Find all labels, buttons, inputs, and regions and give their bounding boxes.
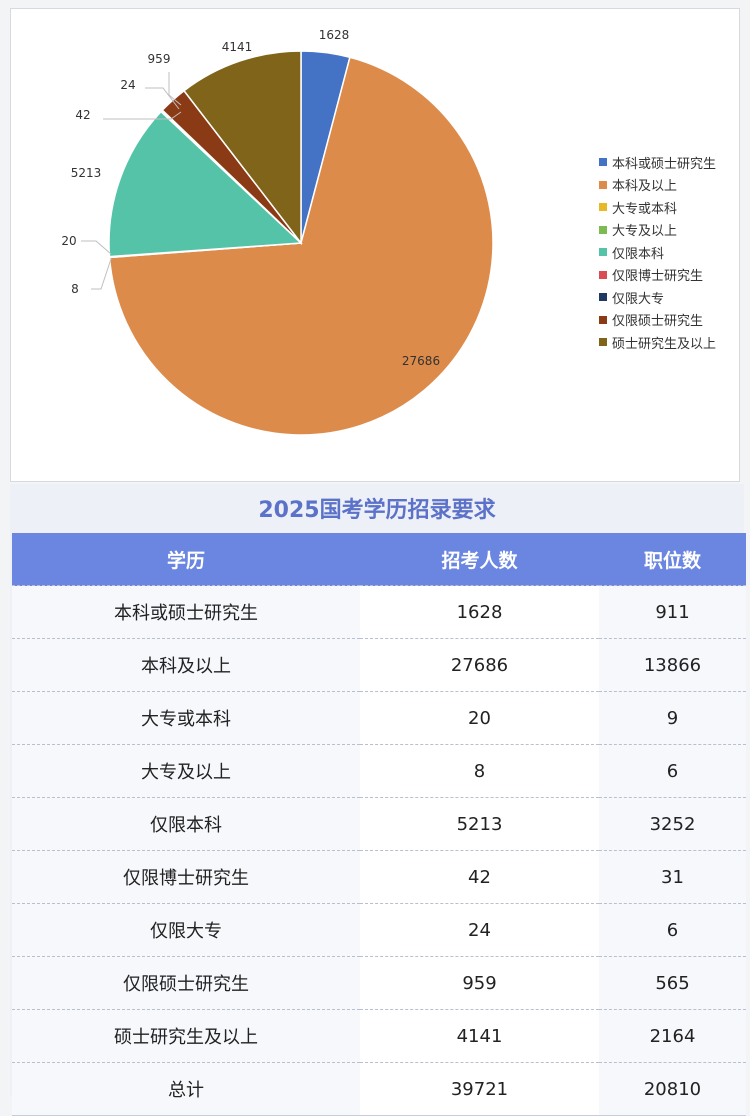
table-row: 本科及以上 27686 13866: [12, 638, 746, 692]
pie-data-label: 959: [148, 52, 171, 66]
cell-education: 硕士研究生及以上: [12, 1009, 360, 1063]
cell-positions: 2164: [599, 1009, 746, 1063]
cell-education: 仅限本科: [12, 797, 360, 851]
legend-swatch: [599, 203, 607, 212]
legend-item: 大专及以上: [599, 219, 716, 242]
leader-line: [103, 111, 182, 120]
pie-chart: 1628 27686 20 8 5213 42 24 959 4141: [61, 28, 494, 436]
cell-recruits: 42: [360, 850, 599, 904]
education-table: 学历 招考人数 职位数 本科或硕士研究生 1628 911 本科及以上 27686 138…: [12, 533, 746, 1116]
chart-legend: 本科或硕士研究生 本科及以上大专或本科大专及以上仅限本科仅限博士研究生 仅限大专仅限…: [599, 151, 716, 354]
legend-item: 仅限博士研究生: [599, 264, 716, 287]
legend-swatch: [599, 225, 607, 234]
legend-swatch: [599, 338, 607, 347]
cell-positions: 3252: [599, 797, 746, 851]
legend-label: 大专或本科: [612, 201, 678, 217]
pie-data-label: 1628: [319, 28, 350, 42]
table-row: 硕士研究生及以上 4141 2164: [12, 1009, 746, 1063]
table-row: 仅限大专 24 6: [12, 903, 746, 957]
cell-education: 本科或硕士研究生: [12, 585, 360, 639]
cell-education: 本科及以上: [12, 638, 360, 692]
cell-recruits: 4141: [360, 1009, 599, 1063]
cell-positions: 6: [599, 744, 746, 798]
table-row: 本科或硕士研究生 1628 911: [12, 585, 746, 639]
header-recruits: 招考人数: [360, 533, 599, 586]
cell-positions: 13866: [599, 638, 746, 692]
legend-swatch: [599, 180, 607, 189]
cell-recruits: 959: [360, 956, 599, 1010]
table-row: 大专或本科 20 9: [12, 691, 746, 745]
cell-positions: 911: [599, 585, 746, 639]
legend-swatch: [599, 270, 607, 279]
cell-positions: 31: [599, 850, 746, 904]
legend-item: 本科及以上: [599, 174, 716, 197]
table-row: 仅限博士研究生 42 31: [12, 850, 746, 904]
legend-item: 仅限大专: [599, 286, 716, 309]
legend-item: 硕士研究生及以上: [599, 331, 716, 354]
table-row: 大专及以上 8 6: [12, 744, 746, 798]
cell-education: 大专及以上: [12, 744, 360, 798]
cell-recruits: 24: [360, 903, 599, 957]
cell-education: 仅限大专: [12, 903, 360, 957]
pie-data-label: 4141: [222, 40, 253, 54]
header-education: 学历: [12, 533, 360, 586]
legend-swatch: [599, 248, 607, 257]
legend-label: 本科或硕士研究生: [612, 156, 717, 172]
legend-label: 硕士研究生及以上: [612, 336, 717, 352]
cell-recruits: 39721: [360, 1062, 599, 1116]
legend-item: 大专或本科: [599, 196, 716, 219]
cell-education: 总计: [12, 1062, 360, 1116]
cell-recruits: 5213: [360, 797, 599, 851]
pie-data-label: 24: [120, 78, 135, 92]
legend-label: 仅限硕士研究生: [612, 314, 704, 330]
pie-chart-panel: 1628 27686 20 8 5213 42 24 959 4141 本科或硕士研究生 本科及以…: [10, 8, 740, 482]
legend-item: 仅限硕士研究生: [599, 309, 716, 332]
pie-data-label: 27686: [402, 354, 440, 368]
pie-data-label: 8: [71, 282, 79, 296]
legend-label: 本科及以上: [612, 179, 678, 195]
table-total-row: 总计 39721 20810: [12, 1062, 746, 1116]
leader-line: [168, 72, 182, 106]
table-row: 仅限硕士研究生 959 565: [12, 956, 746, 1010]
cell-recruits: 8: [360, 744, 599, 798]
cell-education: 仅限硕士研究生: [12, 956, 360, 1010]
education-table-panel: 2025国考学历招录要求 学历 招考人数 职位数 本科或硕士研究生 1628 911…: [10, 484, 746, 1116]
cell-education: 大专或本科: [12, 691, 360, 745]
legend-label: 仅限大专: [612, 291, 665, 307]
leader-line: [81, 240, 112, 255]
pie-data-label: 20: [61, 234, 76, 248]
legend-swatch: [599, 158, 607, 167]
legend-item: 本科或硕士研究生: [599, 151, 716, 174]
cell-positions: 20810: [599, 1062, 746, 1116]
leader-line: [145, 87, 180, 110]
legend-swatch: [599, 293, 607, 302]
legend-item: 仅限本科: [599, 241, 716, 264]
cell-recruits: 20: [360, 691, 599, 745]
leader-line: [91, 258, 112, 290]
pie-slice: [108, 56, 494, 436]
table-header-row: 学历 招考人数 职位数: [12, 533, 746, 586]
table-row: 仅限本科 5213 3252: [12, 797, 746, 851]
header-positions: 职位数: [599, 533, 746, 586]
pie-slice: [108, 110, 303, 258]
cell-positions: 6: [599, 903, 746, 957]
pie-data-label: 5213: [71, 166, 102, 180]
cell-recruits: 27686: [360, 638, 599, 692]
pie-slice: [182, 50, 302, 246]
legend-label: 大专及以上: [612, 224, 678, 240]
legend-label: 仅限博士研究生: [612, 269, 704, 285]
cell-education: 仅限博士研究生: [12, 850, 360, 904]
cell-positions: 9: [599, 691, 746, 745]
legend-swatch: [599, 315, 607, 324]
cell-positions: 565: [599, 956, 746, 1010]
cell-recruits: 1628: [360, 585, 599, 639]
legend-label: 仅限本科: [612, 246, 665, 262]
table-title: 2025国考学历招录要求: [258, 498, 496, 523]
pie-data-label: 42: [75, 108, 90, 122]
